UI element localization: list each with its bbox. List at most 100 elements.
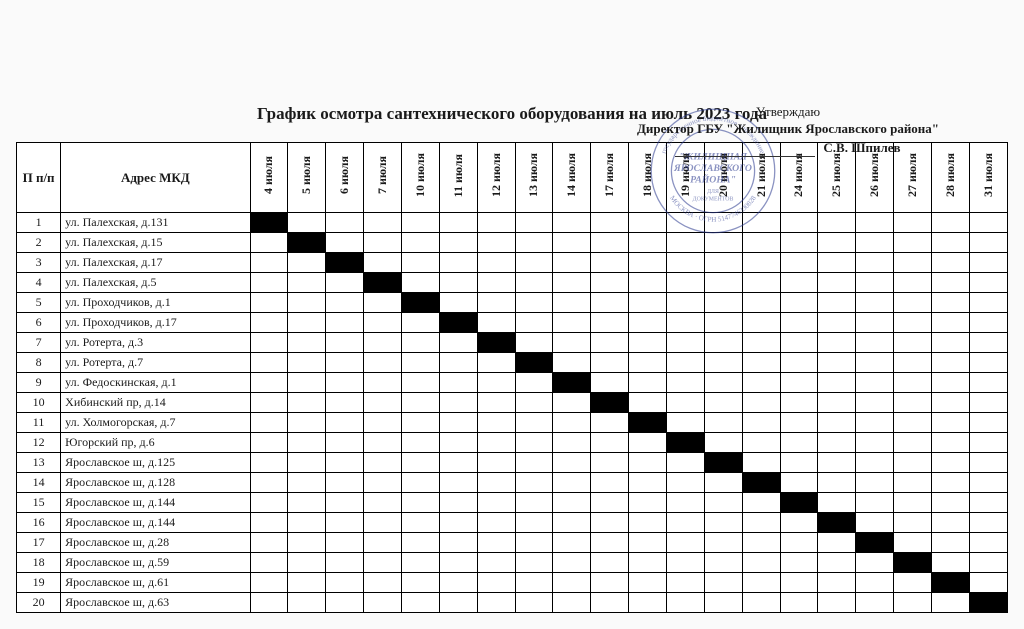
cell-day [439,593,477,613]
cell-num: 19 [17,573,61,593]
cell-day [288,373,326,393]
cell-day [288,413,326,433]
approval-block: Утверждаю Директор ГБУ "Жилищник Ярослав… [608,104,968,157]
cell-day [894,253,932,273]
cell-day [666,373,704,393]
cell-day [629,533,667,553]
cell-day [477,413,515,433]
header-day: 5 июля [288,143,326,213]
cell-day [932,253,970,273]
cell-addr: ул. Проходчиков, д.1 [61,293,250,313]
table-row: 1ул. Палехская, д.131 [17,213,1008,233]
cell-day [856,593,894,613]
table-row: 16Ярославское ш, д.144 [17,513,1008,533]
cell-day [250,513,288,533]
cell-day [477,333,515,353]
cell-day [553,453,591,473]
cell-day [818,533,856,553]
cell-day [780,413,818,433]
cell-day [742,373,780,393]
cell-day [742,313,780,333]
cell-day [894,213,932,233]
cell-day [629,373,667,393]
header-day-label: 7 июля [375,152,390,198]
cell-day [515,353,553,373]
cell-day [591,513,629,533]
table-row: 18Ярославское ш, д.59 [17,553,1008,573]
table-row: 5ул. Проходчиков, д.1 [17,293,1008,313]
cell-day [856,413,894,433]
cell-num: 7 [17,333,61,353]
cell-day [364,373,402,393]
cell-day [704,433,742,453]
cell-day [666,553,704,573]
cell-day [856,513,894,533]
cell-day [666,313,704,333]
cell-day [742,553,780,573]
cell-num: 18 [17,553,61,573]
cell-day [250,213,288,233]
cell-day [326,313,364,333]
schedule-table: П п/п Адрес МКД 4 июля5 июля6 июля7 июля… [16,142,1008,613]
cell-day [704,573,742,593]
cell-day [780,293,818,313]
cell-day [477,393,515,413]
cell-day [553,373,591,393]
cell-day [364,353,402,373]
cell-day [553,253,591,273]
cell-day [591,553,629,573]
cell-day [553,553,591,573]
cell-day [288,493,326,513]
cell-day [477,373,515,393]
cell-day [856,473,894,493]
cell-day [894,573,932,593]
cell-day [477,573,515,593]
cell-day [250,453,288,473]
cell-num: 17 [17,533,61,553]
cell-day [629,413,667,433]
cell-day [742,333,780,353]
cell-day [932,473,970,493]
cell-day [439,553,477,573]
cell-day [439,513,477,533]
cell-addr: Ярославское ш, д.144 [61,493,250,513]
table-row: 11ул. Холмогорская, д.7 [17,413,1008,433]
cell-day [401,533,439,553]
cell-day [969,253,1007,273]
cell-day [780,433,818,453]
cell-day [553,513,591,533]
cell-day [666,513,704,533]
cell-day [666,453,704,473]
header-day-label: 17 июля [602,149,617,201]
table-row: 20Ярославское ш, д.63 [17,593,1008,613]
cell-day [401,213,439,233]
cell-day [969,573,1007,593]
cell-day [401,333,439,353]
cell-day [629,573,667,593]
cell-day [742,293,780,313]
cell-day [856,293,894,313]
cell-day [818,393,856,413]
cell-day [553,293,591,313]
cell-day [742,473,780,493]
cell-day [780,473,818,493]
cell-day [818,273,856,293]
cell-day [818,293,856,313]
cell-day [364,293,402,313]
cell-day [250,393,288,413]
cell-day [742,573,780,593]
table-row: 13Ярославское ш, д.125 [17,453,1008,473]
cell-day [591,413,629,433]
cell-addr: ул. Федоскинская, д.1 [61,373,250,393]
cell-num: 16 [17,513,61,533]
cell-day [477,513,515,533]
cell-day [932,513,970,533]
cell-day [326,433,364,453]
cell-day [742,353,780,373]
header-day: 14 июля [553,143,591,213]
cell-day [742,453,780,473]
header-day-label: 6 июля [337,152,352,198]
cell-day [515,593,553,613]
cell-day [326,253,364,273]
cell-day [326,393,364,413]
